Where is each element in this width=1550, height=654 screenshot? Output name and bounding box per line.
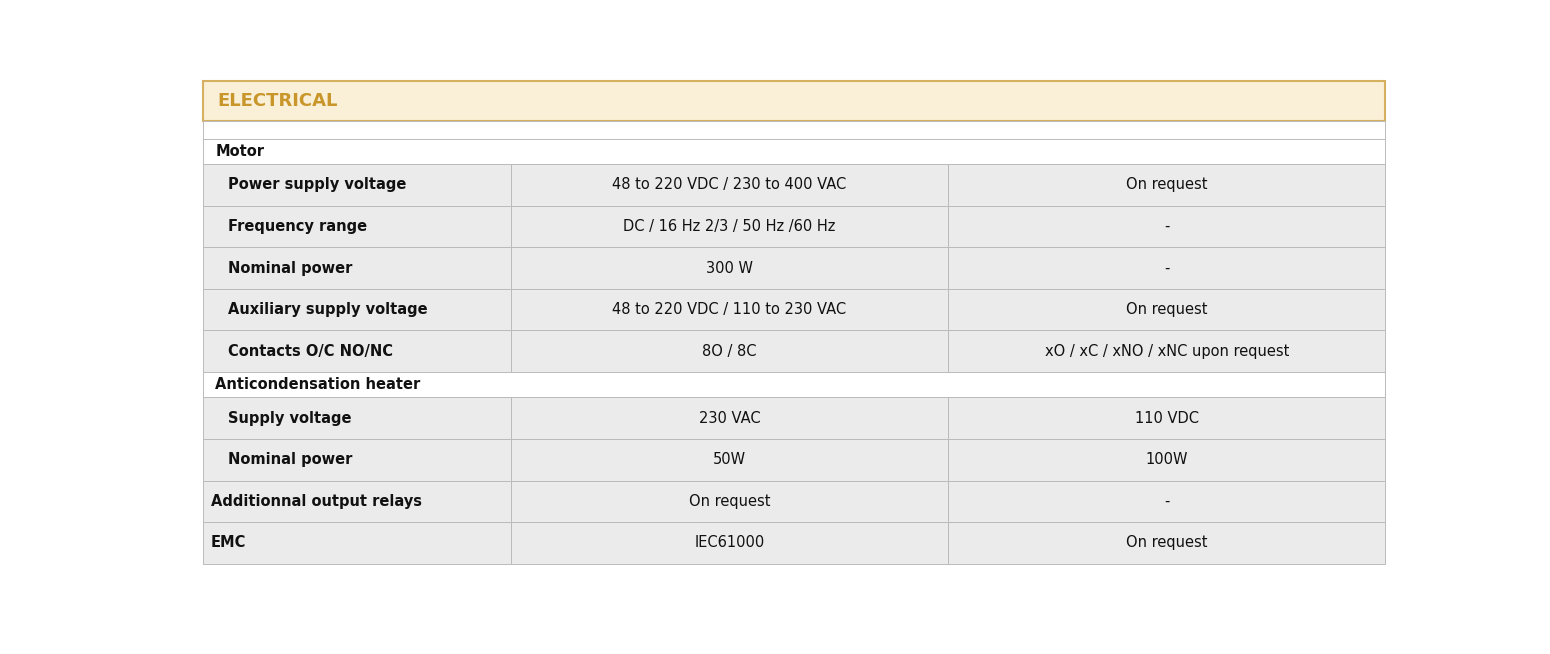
Text: Nominal power: Nominal power: [228, 453, 352, 468]
Bar: [510, 481, 949, 522]
Bar: [949, 206, 1386, 247]
Text: Auxiliary supply voltage: Auxiliary supply voltage: [228, 302, 428, 317]
Text: DC / 16 Hz 2/3 / 50 Hz /60 Hz: DC / 16 Hz 2/3 / 50 Hz /60 Hz: [623, 219, 835, 234]
Text: 48 to 220 VDC / 110 to 230 VAC: 48 to 220 VDC / 110 to 230 VAC: [612, 302, 846, 317]
Bar: [203, 247, 510, 289]
Text: Frequency range: Frequency range: [228, 219, 367, 234]
Bar: [203, 164, 510, 206]
Text: Anticondensation heater: Anticondensation heater: [215, 377, 420, 392]
Bar: [510, 289, 949, 330]
Text: 48 to 220 VDC / 230 to 400 VAC: 48 to 220 VDC / 230 to 400 VAC: [612, 177, 846, 192]
Bar: [949, 164, 1386, 206]
Bar: [949, 398, 1386, 439]
Text: Additionnal output relays: Additionnal output relays: [211, 494, 422, 509]
Text: On request: On request: [688, 494, 770, 509]
Text: -: -: [1164, 260, 1169, 275]
Bar: [510, 398, 949, 439]
Bar: [203, 81, 1386, 121]
Text: 300 W: 300 W: [705, 260, 753, 275]
Text: Motor: Motor: [215, 144, 265, 159]
Bar: [949, 439, 1386, 481]
Bar: [949, 522, 1386, 564]
Bar: [510, 330, 949, 372]
Text: On request: On request: [1125, 177, 1207, 192]
Text: -: -: [1164, 494, 1169, 509]
Text: 100W: 100W: [1145, 453, 1187, 468]
Text: EMC: EMC: [211, 536, 246, 551]
Text: Nominal power: Nominal power: [228, 260, 352, 275]
Text: 110 VDC: 110 VDC: [1135, 411, 1198, 426]
Bar: [949, 247, 1386, 289]
Bar: [203, 206, 510, 247]
Bar: [203, 289, 510, 330]
Text: On request: On request: [1125, 536, 1207, 551]
Bar: [203, 522, 510, 564]
Bar: [510, 164, 949, 206]
Text: ELECTRICAL: ELECTRICAL: [217, 92, 338, 110]
Text: Power supply voltage: Power supply voltage: [228, 177, 406, 192]
Text: xO / xC / xNO / xNC upon request: xO / xC / xNO / xNC upon request: [1045, 344, 1290, 359]
Bar: [203, 372, 1386, 398]
Bar: [510, 247, 949, 289]
Bar: [949, 481, 1386, 522]
Bar: [510, 522, 949, 564]
Bar: [203, 330, 510, 372]
Bar: [510, 206, 949, 247]
Text: Contacts O/C NO/NC: Contacts O/C NO/NC: [228, 344, 394, 359]
Text: 230 VAC: 230 VAC: [699, 411, 760, 426]
Text: 50W: 50W: [713, 453, 746, 468]
Bar: [203, 121, 1386, 139]
Text: 8O / 8C: 8O / 8C: [702, 344, 756, 359]
Bar: [203, 139, 1386, 164]
Text: -: -: [1164, 219, 1169, 234]
Bar: [949, 330, 1386, 372]
Bar: [949, 289, 1386, 330]
Bar: [203, 439, 510, 481]
Text: IEC61000: IEC61000: [694, 536, 764, 551]
Bar: [203, 481, 510, 522]
Bar: [510, 439, 949, 481]
Bar: [203, 398, 510, 439]
Text: On request: On request: [1125, 302, 1207, 317]
Text: Supply voltage: Supply voltage: [228, 411, 352, 426]
